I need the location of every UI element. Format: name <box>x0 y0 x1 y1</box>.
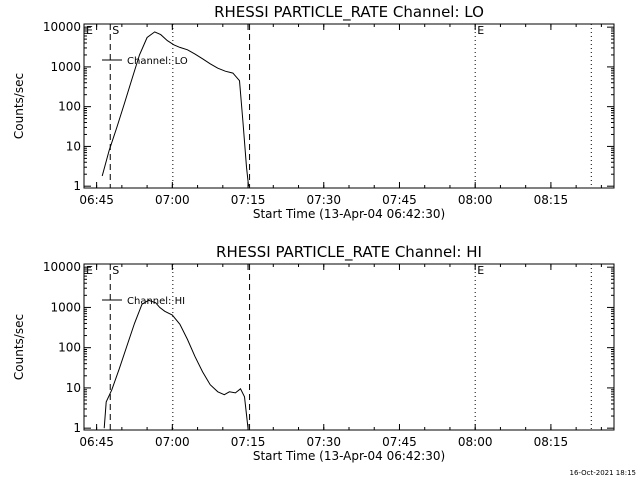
x-tick-label: 08:15 <box>534 435 569 449</box>
time-marker-label: E <box>477 24 484 37</box>
chart-panels: RHESSI PARTICLE_RATE Channel: LO 06:45 07:… <box>12 3 615 463</box>
y-tick-label: 10 <box>66 381 81 395</box>
x-tick-label: 07:30 <box>306 193 341 207</box>
y-tick-label: 100 <box>58 341 81 355</box>
x-tick-label: 08:00 <box>458 193 493 207</box>
x-tick-label: 06:45 <box>79 435 114 449</box>
y-tick-label: 10 <box>66 139 81 153</box>
legend-label: Channel: HI <box>127 296 185 307</box>
y-tick-label: 10000 <box>43 260 81 274</box>
x-tick-label: 06:45 <box>79 193 114 207</box>
x-tick-label: 07:15 <box>231 435 266 449</box>
time-marker-label: S <box>112 264 119 277</box>
x-tick-label: 08:15 <box>534 193 569 207</box>
x-tick-label: 07:45 <box>382 435 417 449</box>
plot-frame <box>83 23 615 189</box>
x-tick-label: 07:15 <box>231 193 266 207</box>
x-tick-label: 07:00 <box>155 435 190 449</box>
chart-title: RHESSI PARTICLE_RATE Channel: LO <box>214 3 484 22</box>
chart-panel: RHESSI PARTICLE_RATE Channel: LO 06:45 07:… <box>12 3 615 221</box>
time-marker-label: E <box>86 264 93 277</box>
x-tick-label: 07:30 <box>306 435 341 449</box>
time-marker-label: E <box>477 264 484 277</box>
plot-frame <box>83 263 615 431</box>
chart-panel: RHESSI PARTICLE_RATE Channel: HI 06:45 07:… <box>12 243 615 463</box>
y-tick-label: 1000 <box>50 300 81 314</box>
y-tick-label: 1000 <box>50 60 81 74</box>
chart-title: RHESSI PARTICLE_RATE Channel: HI <box>216 243 482 262</box>
series-line <box>103 299 249 429</box>
y-axis-label: Counts/sec <box>12 73 26 139</box>
x-tick-label: 07:45 <box>382 193 417 207</box>
y-tick-label: 10000 <box>43 20 81 34</box>
y-tick-label: 1 <box>73 179 81 193</box>
time-marker-label: E <box>86 24 93 37</box>
y-axis-label: Counts/sec <box>12 314 26 380</box>
footer-timestamp: 16-Oct-2021 18:15 <box>570 469 636 477</box>
x-tick-label: 07:00 <box>155 193 190 207</box>
legend-label: Channel: LO <box>127 56 188 67</box>
y-tick-label: 100 <box>58 100 81 114</box>
x-axis-label: Start Time (13-Apr-04 06:42:30) <box>253 449 445 463</box>
series-line <box>101 31 250 187</box>
y-tick-label: 1 <box>73 421 81 435</box>
x-tick-label: 08:00 <box>458 435 493 449</box>
x-axis-label: Start Time (13-Apr-04 06:42:30) <box>253 207 445 221</box>
time-marker-label: S <box>112 24 119 37</box>
